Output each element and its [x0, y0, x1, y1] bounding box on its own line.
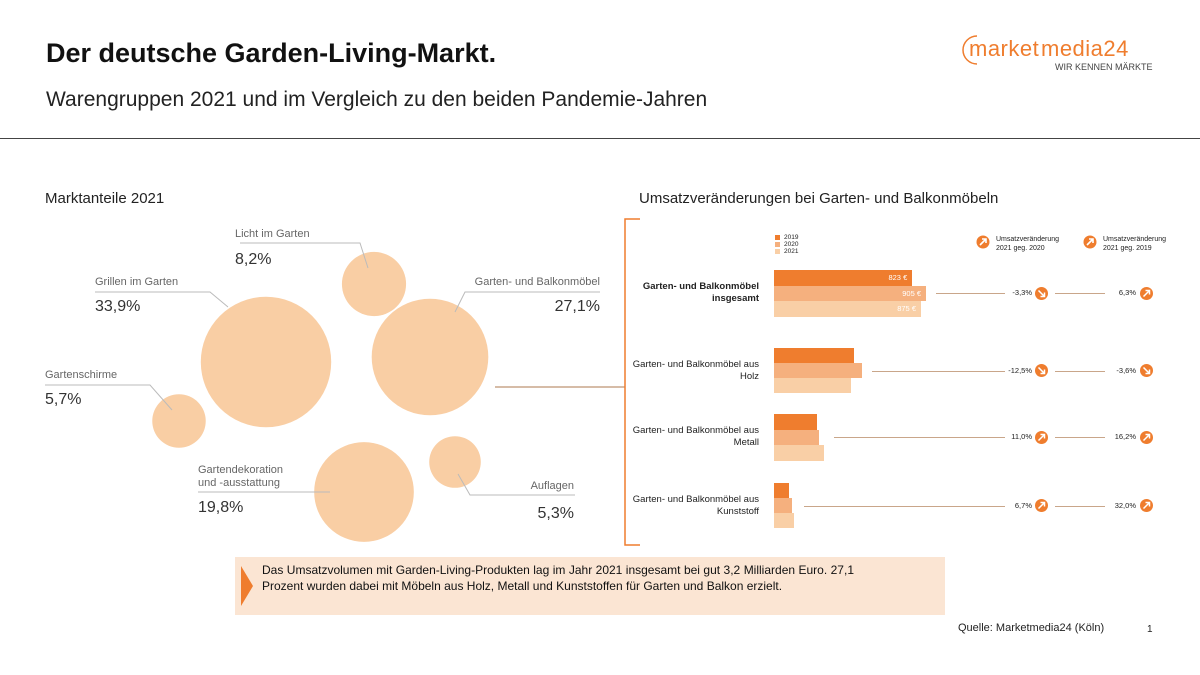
- trend-icon: [1140, 499, 1153, 512]
- leader-line: [1055, 370, 1105, 372]
- category-label: Garten- und Balkonmöbel insgesamt: [642, 281, 759, 305]
- value-moebel: 27,1%: [554, 298, 600, 315]
- bubble-0: [200, 296, 332, 428]
- bar-2020: [774, 363, 863, 378]
- note-text: Das Umsatzvolumen mit Garden-Living-Prod…: [262, 563, 854, 593]
- leader-line: [872, 370, 1005, 372]
- label-grillen: Grillen im Garten: [95, 276, 179, 288]
- label-schirme: Gartenschirme: [45, 369, 118, 381]
- leader-line: [936, 293, 1005, 295]
- page-subtitle: Warengruppen 2021 und im Vergleich zu de…: [46, 88, 708, 111]
- bar-2019: [774, 348, 855, 363]
- bar-chart: Garten- und Balkonmöbel insgesamt 823 €90…: [632, 270, 1153, 528]
- page-title: Der deutsche Garden-Living-Markt.: [46, 38, 497, 68]
- change-header-2019: Umsatzveränderung 2021 geg. 2019: [1083, 235, 1193, 253]
- legend-label: 2019: [784, 234, 799, 241]
- trend-icon: [1140, 364, 1153, 377]
- triangle-marker-icon: [241, 566, 253, 606]
- bar-2019: [774, 483, 789, 498]
- leader-line: [834, 437, 1005, 439]
- change-header-2020: Umsatzveränderung 2021 geg. 2020: [976, 235, 1086, 253]
- bar-chart-title: Umsatzveränderungen bei Garten- und Balk…: [639, 190, 999, 207]
- trend-icon: [1035, 286, 1048, 300]
- change-vs-2020: -12,5%: [1008, 365, 1032, 375]
- trend-icon: [1035, 499, 1048, 512]
- page-number: 1: [1147, 624, 1153, 635]
- bar-2019: [774, 414, 817, 430]
- bubble-chart: [45, 218, 640, 546]
- leader-grillen: [95, 291, 229, 308]
- label-moebel: Garten- und Balkonmöbel: [474, 276, 600, 288]
- bar-2021: [774, 513, 794, 528]
- leader-licht: [240, 242, 369, 269]
- change-vs-2020: 11,0%: [1011, 432, 1032, 442]
- bar-2021: [774, 445, 825, 461]
- bar-2020: [774, 498, 793, 513]
- bracket: [624, 218, 640, 546]
- bubble-5: [429, 436, 481, 488]
- header-divider: [0, 138, 1200, 139]
- legend-item: 2020: [775, 241, 798, 248]
- legend-swatch: [775, 235, 780, 240]
- value-deko: 19,8%: [198, 499, 244, 516]
- label-auflagen: Auflagen: [530, 480, 574, 492]
- source: Quelle: Marketmedia24 (Köln): [958, 622, 1105, 634]
- category-label: Garten- und Balkonmöbel aus Metall: [632, 425, 759, 449]
- bar-2021: 875 €: [774, 301, 921, 317]
- trend-icon: [1035, 430, 1048, 444]
- change-vs-2019: 6,3%: [1118, 288, 1136, 298]
- label-licht: Licht im Garten: [235, 228, 310, 240]
- logo-tagline: WIR KENNEN MÄRKTE: [1055, 62, 1153, 72]
- change-vs-2020: 6,7%: [1014, 500, 1032, 510]
- bubble-1: [341, 251, 407, 317]
- bubble-4: [314, 442, 414, 542]
- bar-2020: [774, 429, 820, 445]
- label-deko: Gartendekoration und -ausstattung: [198, 464, 283, 489]
- svg-text:media24: media24: [1041, 36, 1129, 61]
- arrow-badge-icon: [1083, 235, 1097, 249]
- leader-line: [1055, 437, 1105, 439]
- bar-2020: 905 €: [774, 285, 927, 301]
- legend: 2019 2020 2021: [775, 234, 798, 255]
- legend-swatch: [775, 249, 780, 254]
- change-vs-2019: 32,0%: [1114, 500, 1136, 510]
- legend-label: 2021: [784, 248, 799, 255]
- svg-text:market: market: [969, 36, 1039, 61]
- value-licht: 8,2%: [235, 251, 272, 268]
- value-grillen: 33,9%: [95, 298, 141, 315]
- logo-mark-icon: market media24: [962, 35, 1129, 65]
- leader-line: [1055, 293, 1105, 295]
- bubble-3: [152, 394, 206, 448]
- trend-icon: [1035, 364, 1048, 377]
- bar-2021: [774, 378, 851, 393]
- legend-item: 2021: [775, 248, 798, 255]
- category-label: Garten- und Balkonmöbel aus Kunststoff: [632, 493, 759, 517]
- leader-schirme: [45, 384, 173, 411]
- legend-swatch: [775, 242, 780, 247]
- trend-icon: [1140, 430, 1153, 444]
- logo: market media24 WIR KENNEN MÄRKTE: [955, 32, 1165, 77]
- trend-icon: [1140, 286, 1153, 300]
- leader-moebel: [454, 291, 600, 313]
- arrow-badge-icon: [976, 235, 990, 249]
- leader-auflagen: [457, 473, 575, 496]
- leader-line: [1055, 505, 1105, 507]
- note-box: [235, 557, 945, 615]
- value-schirme: 5,7%: [45, 391, 82, 408]
- leader-line: [803, 505, 1005, 507]
- category-label: Garten- und Balkonmöbel aus Holz: [632, 358, 759, 382]
- bubble-chart-title: Marktanteile 2021: [45, 190, 165, 207]
- legend-item: 2019: [775, 234, 798, 241]
- bar-2019: 823 €: [774, 270, 913, 286]
- bubble-2: [371, 298, 489, 416]
- value-auflagen: 5,3%: [537, 505, 574, 522]
- change-vs-2019: -3,6%: [1116, 365, 1136, 375]
- change-vs-2020: -3,3%: [1012, 288, 1032, 298]
- change-vs-2019: 16,2%: [1114, 432, 1136, 442]
- legend-label: 2020: [784, 241, 799, 248]
